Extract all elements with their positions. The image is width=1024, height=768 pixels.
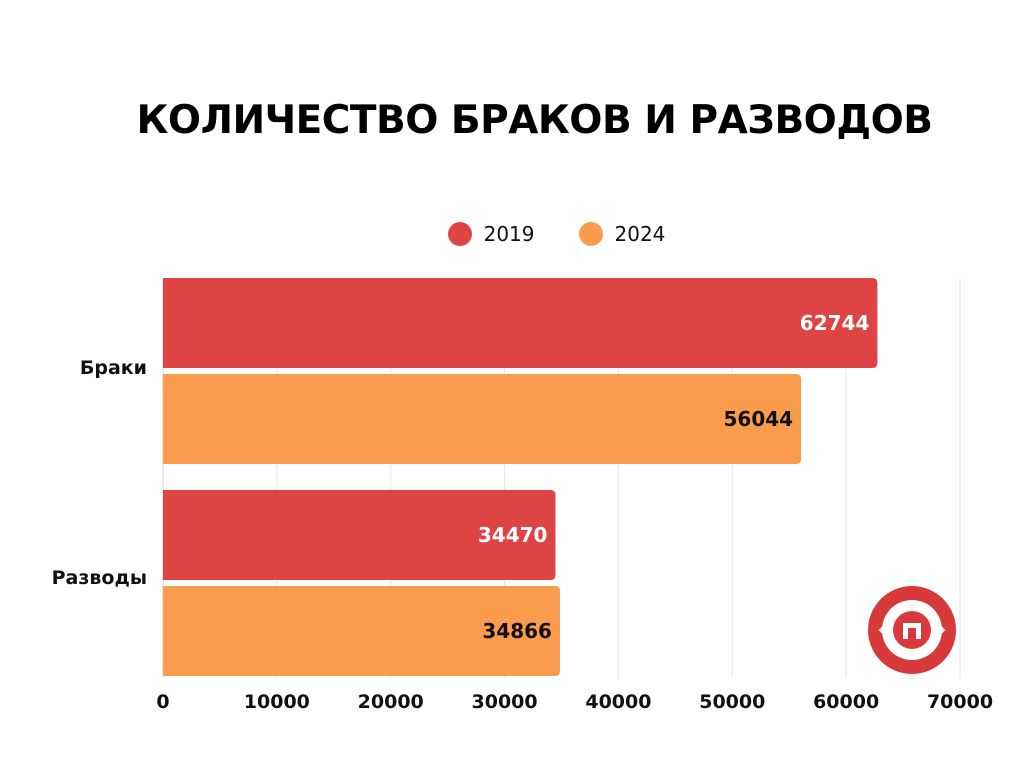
legend-label-2024: 2024 [614, 222, 666, 246]
legend-item-2024: 2024 [578, 222, 666, 246]
data-label: 56044 [724, 407, 794, 431]
data-label: 62744 [800, 311, 870, 335]
legend-swatch-2019 [447, 222, 472, 246]
bar-Разводы-2024 [163, 586, 560, 676]
legend-swatch-2024 [578, 222, 603, 246]
category-label: Браки [80, 357, 147, 379]
data-label: 34866 [482, 619, 552, 643]
x-tick-label: 60000 [813, 691, 879, 713]
x-tick-label: 10000 [244, 691, 310, 713]
x-tick-label: 50000 [699, 691, 765, 713]
eye-badge-icon [868, 586, 956, 674]
bar-Браки-2024 [163, 374, 802, 464]
x-tick-label: 30000 [472, 691, 538, 713]
category-label: Разводы [52, 567, 147, 589]
x-tick-label: 20000 [358, 691, 424, 713]
x-tick-label: 0 [156, 691, 169, 713]
legend: 2019 2024 [0, 222, 1024, 246]
x-tick-label: 40000 [585, 691, 651, 713]
bar-Браки-2019 [163, 278, 878, 368]
bar-Разводы-2019 [163, 490, 556, 580]
x-tick-label: 70000 [927, 691, 993, 713]
legend-label-2019: 2019 [483, 222, 535, 246]
data-label: 34470 [478, 523, 548, 547]
chart-title: КОЛИЧЕСТВО БРАКОВ И РАЗВОДОВ [136, 98, 933, 143]
legend-item-2019: 2019 [447, 222, 535, 246]
